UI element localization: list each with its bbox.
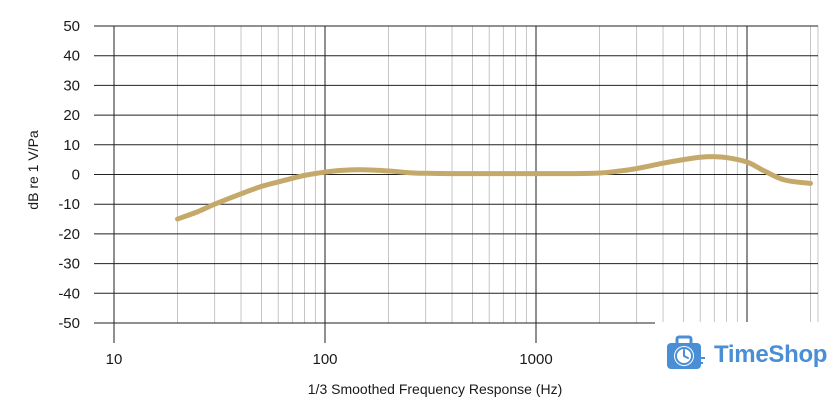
y-tick-label: -40 — [58, 285, 80, 302]
series-layer — [175, 154, 840, 382]
x-tick-label: 10 — [106, 351, 123, 368]
y-tick-label: 30 — [63, 77, 80, 94]
brand-logo: TimeShop — [662, 332, 827, 378]
y-tick-label: -20 — [58, 226, 80, 243]
y-tick-label: 50 — [63, 18, 80, 35]
y-tick-label: 40 — [63, 48, 80, 65]
x-axis-label: 1/3 Smoothed Frequency Response (Hz) — [308, 381, 562, 397]
y-tick-label: 0 — [72, 167, 80, 184]
y-tick-label: -50 — [58, 315, 80, 332]
y-tick-label: 10 — [63, 137, 80, 154]
y-tick-label: 20 — [63, 107, 80, 124]
y-tick-label: -30 — [58, 256, 80, 273]
y-axis-label: dB re 1 V/Pa — [25, 130, 41, 210]
x-axis: 10 100 1000 — [106, 323, 553, 368]
x-tick-label: 1000 — [519, 351, 552, 368]
x-tick-label: 100 — [312, 351, 337, 368]
y-tick-label: -10 — [58, 196, 80, 213]
frequency-response-curve — [175, 154, 814, 222]
brand-name: TimeShop — [714, 341, 828, 368]
y-axis: 50 40 30 20 10 0 -10 -20 -30 -40 -50 — [58, 18, 80, 332]
briefcase-clock-icon — [667, 335, 705, 369]
